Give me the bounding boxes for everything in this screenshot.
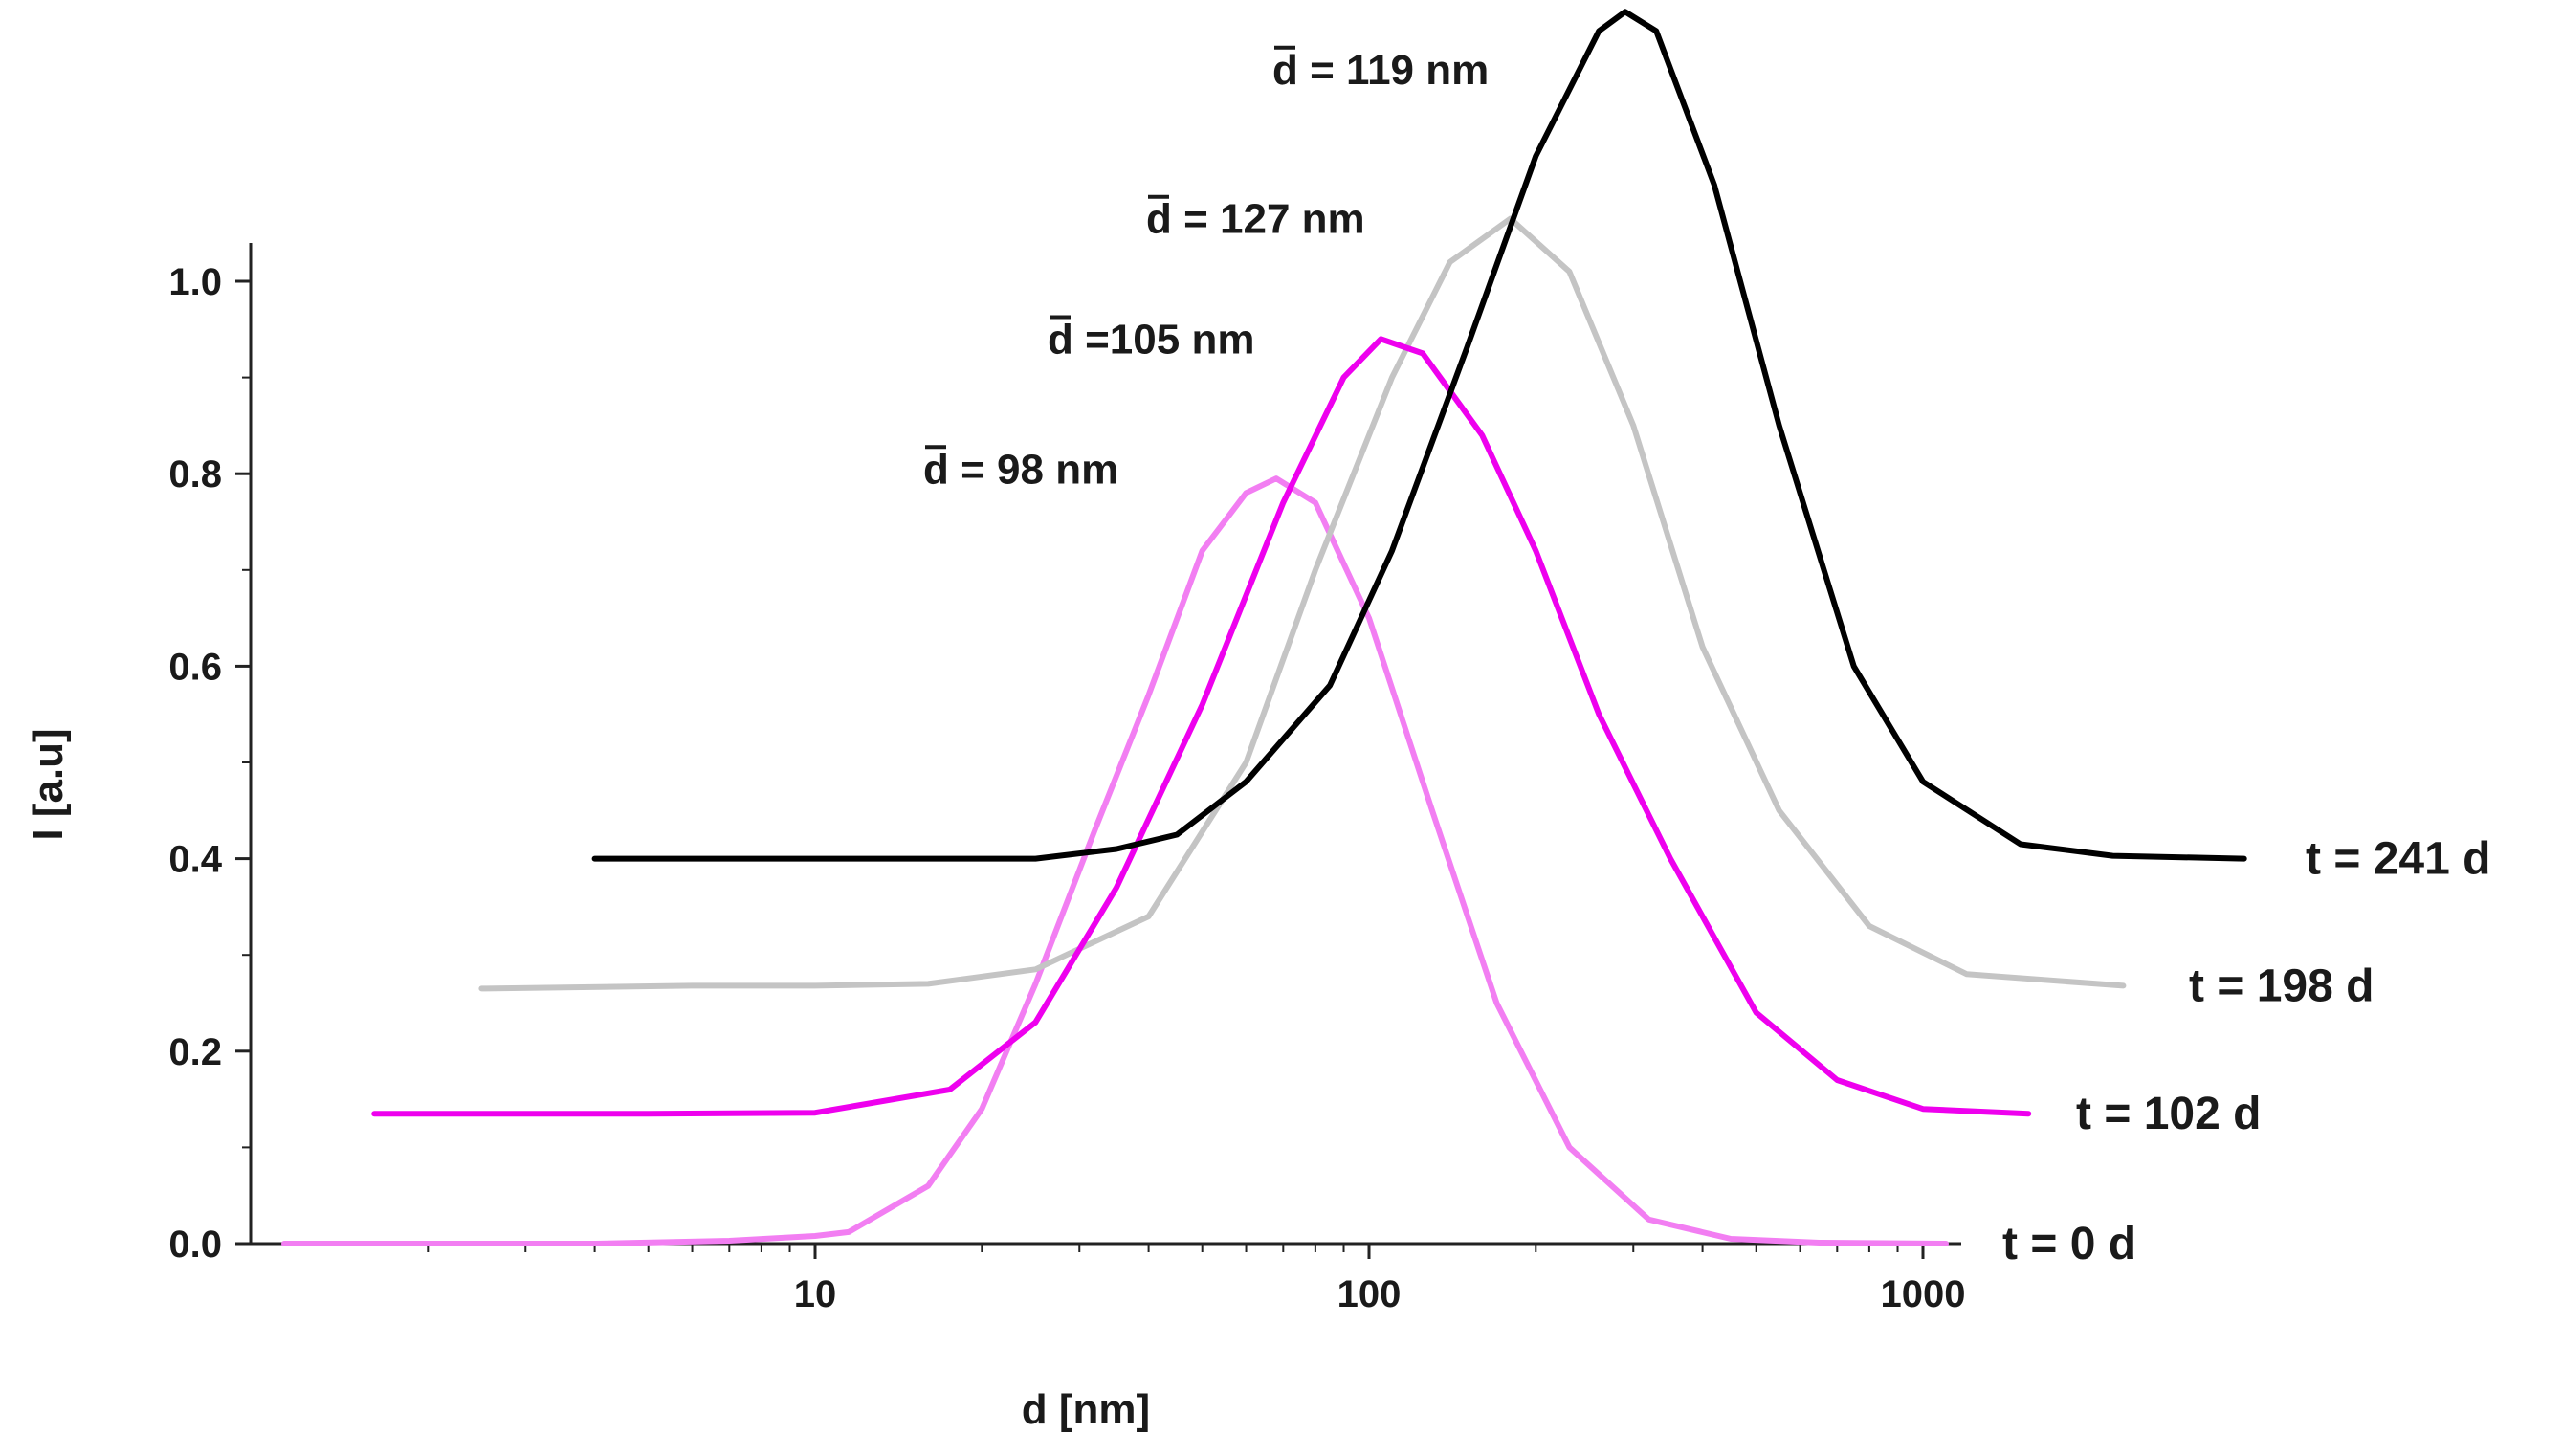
x-tick-label: 1000 — [1881, 1273, 1966, 1315]
series-layer — [281, 9, 2247, 1246]
annotation-symbol: d — [1048, 316, 1073, 363]
annotation-value: = 127 nm — [1172, 196, 1365, 243]
x-tick-label: 10 — [794, 1273, 837, 1315]
x-tick-label: 100 — [1337, 1273, 1402, 1315]
annotation-symbol: d — [1146, 196, 1172, 243]
y-tick-label: 1.0 — [168, 261, 222, 303]
series-t241-line — [591, 9, 2247, 862]
series-t198-line — [478, 215, 2127, 992]
series-label: t = 0 d — [2002, 1219, 2136, 1269]
labels-layer: t = 0 d t = 102 d t = 198 d t = 241 d d = 98… — [923, 45, 2490, 1269]
peak-annotation: d = 119 nm — [1272, 47, 1489, 94]
axes: 0.0 0.2 0.4 0.6 0.8 1.0 10 100 1000 — [168, 243, 1965, 1315]
peak-annotation: d = 127 nm — [1146, 196, 1365, 243]
y-tick-label: 0.0 — [168, 1224, 222, 1266]
series-t102-line — [371, 336, 2032, 1117]
y-tick-label: 0.2 — [168, 1031, 222, 1073]
peak-annotation: d =105 nm — [1048, 316, 1254, 363]
annotation-value: = 119 nm — [1298, 47, 1489, 94]
x-axis-title: d [nm] — [1022, 1386, 1150, 1433]
annotation-value: = 98 nm — [949, 446, 1118, 493]
y-axis-title: I [a.u] — [25, 728, 72, 840]
annotation-symbol: d — [1272, 47, 1298, 94]
y-tick-label: 0.4 — [168, 839, 222, 881]
series-label: t = 241 d — [2306, 834, 2490, 885]
y-tick-label: 0.6 — [168, 646, 222, 688]
series-label: t = 198 d — [2189, 960, 2374, 1011]
y-tick-label: 0.8 — [168, 453, 222, 496]
peak-annotation: d = 98 nm — [923, 446, 1118, 493]
series-t0-line — [281, 475, 1949, 1246]
series-label: t = 102 d — [2076, 1089, 2261, 1139]
annotation-symbol: d — [923, 446, 949, 493]
annotation-value: =105 nm — [1073, 316, 1255, 363]
